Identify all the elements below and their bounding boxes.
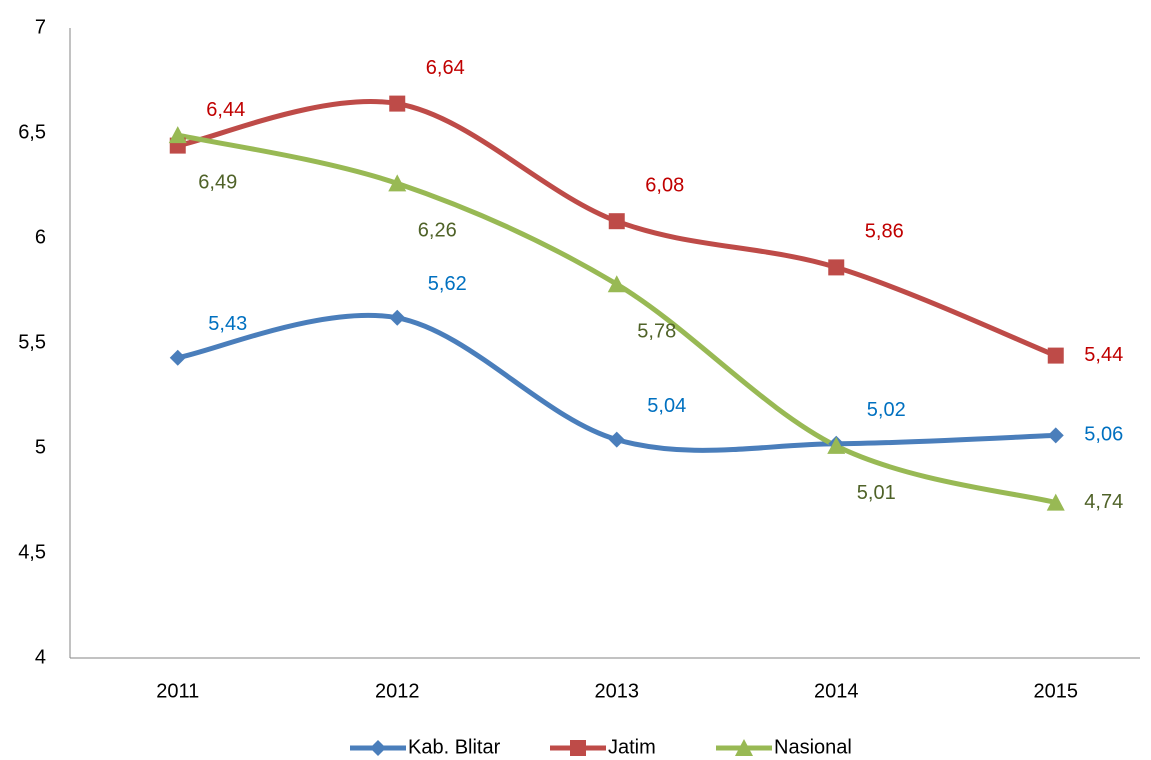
data-label: 5,86 — [865, 221, 904, 243]
data-point — [828, 259, 845, 276]
legend-marker — [735, 739, 753, 756]
data-point — [1046, 493, 1065, 511]
data-label: 6,64 — [426, 57, 465, 79]
data-label: 5,43 — [208, 313, 247, 335]
data-point — [168, 126, 187, 144]
x-tick-label: 2013 — [595, 680, 640, 702]
data-point — [169, 349, 186, 366]
y-tick-label: 4,5 — [18, 541, 46, 563]
data-point — [1047, 427, 1064, 444]
legend-marker — [570, 740, 586, 756]
data-label: 5,44 — [1084, 344, 1123, 366]
data-label: 5,04 — [647, 395, 686, 417]
y-tick-label: 5 — [35, 436, 46, 458]
data-point — [608, 213, 625, 230]
series-line — [175, 312, 1059, 453]
data-label: 4,74 — [1084, 491, 1123, 513]
data-label: 5,06 — [1084, 424, 1123, 446]
y-tick-label: 7 — [35, 16, 46, 38]
x-tick-label: 2015 — [1034, 680, 1079, 702]
legend-marker — [370, 740, 386, 756]
data-point — [388, 174, 407, 192]
data-label: 6,49 — [198, 171, 237, 193]
legend-label: Nasional — [774, 736, 852, 758]
y-tick-label: 5,5 — [18, 331, 46, 353]
data-label: 5,02 — [867, 399, 906, 421]
x-tick-label: 2012 — [375, 680, 420, 702]
y-tick-label: 4 — [35, 646, 46, 668]
data-point — [607, 275, 626, 293]
data-label: 6,26 — [418, 220, 457, 242]
data-point — [389, 309, 406, 326]
x-tick-label: 2011 — [156, 680, 199, 702]
data-label: 5,62 — [428, 273, 467, 295]
y-tick-label: 6,5 — [18, 121, 46, 143]
data-point — [827, 436, 846, 454]
data-label: 6,08 — [645, 174, 684, 196]
data-point — [1047, 347, 1064, 364]
y-tick-label: 6 — [35, 226, 46, 248]
data-label: 5,78 — [637, 320, 676, 342]
data-point — [608, 431, 625, 448]
legend-label: Kab. Blitar — [408, 736, 501, 758]
legend-label: Jatim — [608, 736, 656, 758]
data-label: 6,44 — [206, 99, 245, 121]
data-label: 5,01 — [857, 482, 896, 504]
data-point — [389, 95, 406, 112]
x-tick-label: 2014 — [814, 680, 859, 702]
